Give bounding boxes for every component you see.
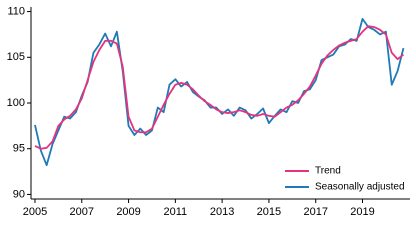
x-tick-label: 2011 [164, 206, 188, 218]
x-tick-label: 2013 [210, 206, 234, 218]
x-tick-label: 2017 [303, 206, 327, 218]
legend-label: Seasonally adjusted [315, 182, 405, 193]
x-tick-label: 2005 [23, 206, 47, 218]
y-tick-label: 110 [7, 5, 25, 17]
line-series [34, 25, 405, 150]
legend-label: Trend [315, 166, 341, 177]
x-tick-label: 2019 [350, 206, 374, 218]
y-tick-label: 90 [13, 188, 25, 200]
x-tick-label: 2015 [257, 206, 281, 218]
y-tick-label: 95 [13, 143, 25, 155]
y-tick-label: 105 [7, 51, 25, 63]
chart: 90 95 100 105 110 2005 2007 2009 2011 2013 2015 201… [7, 5, 410, 218]
y-tick-label: 100 [7, 97, 25, 109]
x-tick-label: 2007 [70, 206, 94, 218]
x-tick-label: 2009 [116, 206, 140, 218]
